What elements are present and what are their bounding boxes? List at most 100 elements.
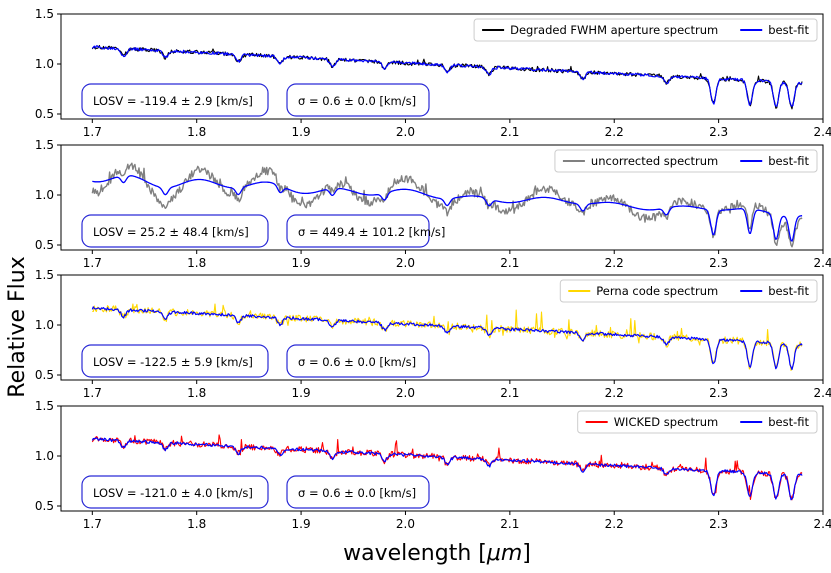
panel-3: 1.7 1.8 1.9 2.0 2.1 2.2 2.3 2.4 0.5 1.0 1.5 Perna c… xyxy=(35,268,831,400)
x-tick-label: 1.8 xyxy=(187,125,206,139)
x-tick-label: 2.3 xyxy=(709,125,728,139)
axes-frame xyxy=(60,274,824,381)
x-tick-label: 1.7 xyxy=(83,386,102,400)
series-line-best-fit xyxy=(92,175,803,242)
x-axis-label-unit: μm xyxy=(486,541,522,566)
x-tick-label: 2.4 xyxy=(813,125,831,139)
x-tick-label: 1.9 xyxy=(292,517,311,531)
x-tick-label: 2.2 xyxy=(605,125,624,139)
annotation-box xyxy=(81,475,269,509)
annotation-box xyxy=(286,475,430,509)
x-tick-label: 2.3 xyxy=(709,256,728,270)
legend-box xyxy=(554,149,818,173)
y-tick-label: 1.5 xyxy=(35,7,54,21)
x-tick-label: 2.1 xyxy=(500,386,519,400)
losv-annotation: LOSV = -121.0 ± 4.0 [km/s] xyxy=(81,475,269,509)
annotation-box xyxy=(81,83,269,117)
legend-label-data: WICKED spectrum xyxy=(614,415,719,429)
x-tick-label: 1.9 xyxy=(292,125,311,139)
sigma-annotation: σ = 0.6 ± 0.0 [km/s] xyxy=(286,83,430,117)
axes-frame xyxy=(60,405,824,512)
y-tick-label: 1.0 xyxy=(35,57,54,71)
series-line-best-fit xyxy=(91,437,803,501)
annotation-text: LOSV = -121.0 ± 4.0 [km/s] xyxy=(93,486,253,500)
annotation-box xyxy=(286,214,430,248)
x-tick-label: 2.3 xyxy=(709,517,728,531)
sigma-annotation: σ = 449.4 ± 101.2 [km/s] xyxy=(286,214,445,248)
x-tick-label: 1.7 xyxy=(83,256,102,270)
legend: Degraded FWHM aperture spectrum best-fit xyxy=(473,18,818,42)
x-tick-label: 1.9 xyxy=(292,386,311,400)
y-tick-label: 0.5 xyxy=(35,238,54,252)
panels: 1.7 1.8 1.9 2.0 2.1 2.2 2.3 2.4 0.5 1.0 1.5 Degrade… xyxy=(35,7,831,531)
x-tick-label: 1.8 xyxy=(187,386,206,400)
y-tick-label: 0.5 xyxy=(35,368,54,382)
sigma-annotation: σ = 0.6 ± 0.0 [km/s] xyxy=(286,344,430,378)
legend-box xyxy=(473,18,818,42)
x-tick-label: 1.8 xyxy=(187,517,206,531)
legend-label-data: Degraded FWHM aperture spectrum xyxy=(510,23,718,37)
panel-4: 1.7 1.8 1.9 2.0 2.1 2.2 2.3 2.4 0.5 1.0 1.5 WICKED … xyxy=(35,399,831,531)
x-tick-label: 1.7 xyxy=(83,517,102,531)
annotation-box xyxy=(81,344,269,378)
x-tick-label: 2.0 xyxy=(396,256,415,270)
x-tick-label: 2.0 xyxy=(396,386,415,400)
legend: WICKED spectrum best-fit xyxy=(577,410,818,434)
annotation-text: LOSV = 25.2 ± 48.4 [km/s] xyxy=(93,225,249,239)
x-tick-label: 2.2 xyxy=(605,386,624,400)
series-line-best-fit xyxy=(91,306,803,371)
y-tick-label: 1.0 xyxy=(35,188,54,202)
losv-annotation: LOSV = -122.5 ± 5.9 [km/s] xyxy=(81,344,269,378)
losv-annotation: LOSV = -119.4 ± 2.9 [km/s] xyxy=(81,83,269,117)
legend-label-best-fit: best-fit xyxy=(768,284,809,298)
legend: Perna code spectrum best-fit xyxy=(559,279,818,303)
x-axis-label-suffix: ] xyxy=(522,541,531,566)
annotation-box xyxy=(81,214,269,248)
x-tick-label: 2.3 xyxy=(709,386,728,400)
axes-frame xyxy=(60,13,824,120)
x-tick-label: 2.4 xyxy=(813,256,831,270)
y-tick-label: 1.0 xyxy=(35,449,54,463)
x-tick-label: 2.1 xyxy=(500,517,519,531)
x-tick-label: 2.1 xyxy=(500,125,519,139)
annotation-text: LOSV = -119.4 ± 2.9 [km/s] xyxy=(93,94,253,108)
annotation-text: σ = 0.6 ± 0.0 [km/s] xyxy=(298,486,416,500)
x-tick-label: 1.9 xyxy=(292,256,311,270)
x-tick-label: 2.1 xyxy=(500,256,519,270)
axes-frame xyxy=(60,144,824,251)
annotation-text: σ = 0.6 ± 0.0 [km/s] xyxy=(298,94,416,108)
series-line-data xyxy=(92,303,803,371)
x-axis-label: wavelength [μm] xyxy=(343,541,531,566)
y-tick-label: 1.5 xyxy=(35,138,54,152)
annotation-text: σ = 449.4 ± 101.2 [km/s] xyxy=(298,225,445,239)
legend-label-best-fit: best-fit xyxy=(768,415,809,429)
y-tick-label: 0.5 xyxy=(35,107,54,121)
x-tick-label: 1.8 xyxy=(187,256,206,270)
x-tick-label: 2.2 xyxy=(605,256,624,270)
annotation-box xyxy=(286,83,430,117)
y-tick-label: 1.0 xyxy=(35,318,54,332)
legend-label-data: uncorrected spectrum xyxy=(591,154,718,168)
legend-box xyxy=(559,279,818,303)
legend-label-best-fit: best-fit xyxy=(768,23,809,37)
y-tick-label: 1.5 xyxy=(35,268,54,282)
x-tick-label: 2.0 xyxy=(396,125,415,139)
series-line-data xyxy=(91,162,803,248)
legend: uncorrected spectrum best-fit xyxy=(554,149,818,173)
losv-annotation: LOSV = 25.2 ± 48.4 [km/s] xyxy=(81,214,269,248)
legend-label-data: Perna code spectrum xyxy=(596,284,718,298)
annotation-text: σ = 0.6 ± 0.0 [km/s] xyxy=(298,355,416,369)
series-line-best-fit xyxy=(91,45,803,107)
x-tick-label: 2.0 xyxy=(396,517,415,531)
panel-2: 1.7 1.8 1.9 2.0 2.1 2.2 2.3 2.4 0.5 1.0 1.5 uncorre… xyxy=(35,138,831,270)
sigma-annotation: σ = 0.6 ± 0.0 [km/s] xyxy=(286,475,430,509)
y-tick-label: 1.5 xyxy=(35,399,54,413)
x-tick-label: 2.2 xyxy=(605,517,624,531)
legend-box xyxy=(577,410,818,434)
y-axis-label: Relative Flux xyxy=(5,256,30,397)
panel-1: 1.7 1.8 1.9 2.0 2.1 2.2 2.3 2.4 0.5 1.0 1.5 Degrade… xyxy=(35,7,831,139)
x-tick-label: 2.4 xyxy=(813,517,831,531)
annotation-box xyxy=(286,344,430,378)
annotation-text: LOSV = -122.5 ± 5.9 [km/s] xyxy=(93,355,253,369)
